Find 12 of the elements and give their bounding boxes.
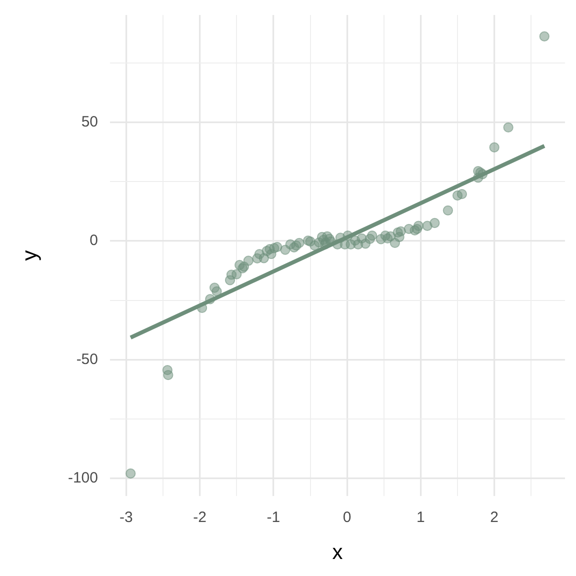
x-tick-label: -1 — [266, 509, 280, 526]
y-tick-label: 50 — [81, 114, 98, 131]
y-axis-title: y — [18, 250, 42, 261]
x-axis-title: x — [332, 541, 344, 564]
x-tick-label: -3 — [120, 509, 133, 526]
y-tick-label: -100 — [68, 469, 98, 486]
x-tick-label: 2 — [490, 509, 498, 526]
y-tick-label: 0 — [90, 232, 98, 250]
x-tick-label: 0 — [342, 509, 352, 526]
x-tick-label: 1 — [416, 509, 425, 526]
y-tick-label: -50 — [76, 350, 98, 368]
x-tick-label: -2 — [193, 509, 206, 526]
